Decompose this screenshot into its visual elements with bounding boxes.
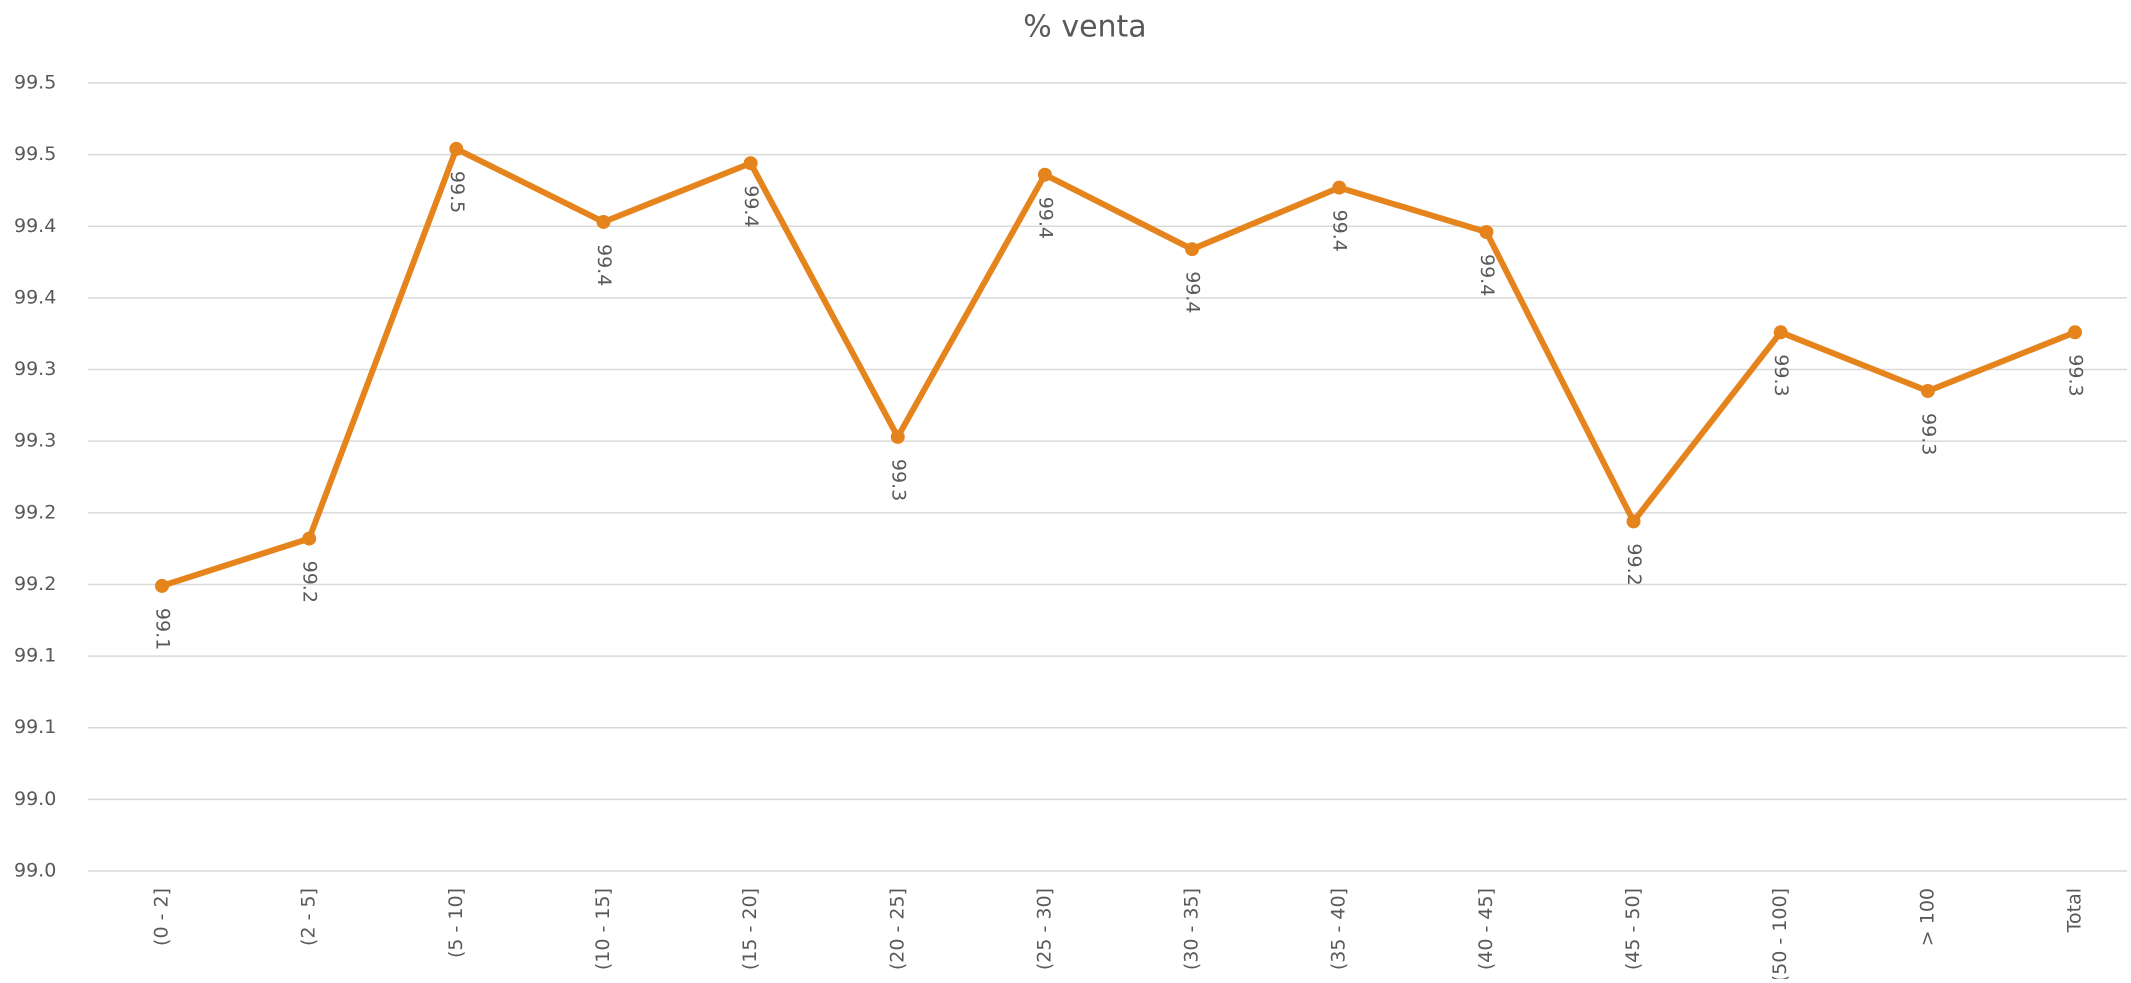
x-tick-label: (35 - 40] [1328,888,1350,970]
y-tick-label: 99.1 [14,716,56,738]
marker [155,578,169,593]
x-tick-label: Total [2064,888,2086,933]
data-label: 99.3 [1770,354,1792,396]
data-label: 99.4 [593,244,615,286]
x-tick-label: (15 - 20] [739,888,761,970]
data-label: 99.3 [887,459,909,501]
y-tick-label: 99.5 [14,72,56,94]
y-tick-label: 99.3 [14,358,56,380]
y-tick-label: 99.1 [14,645,56,667]
x-tick-label: (25 - 30] [1033,888,1055,970]
data-label: 99.3 [1917,413,1939,455]
data-label: 99.4 [1182,271,1204,313]
data-label: 99.5 [446,171,468,213]
x-tick-label: (5 - 10] [445,888,467,958]
y-tick-label: 99.3 [14,430,56,452]
data-label: 99.4 [1476,254,1498,296]
chart-title: % venta [1023,10,1146,45]
y-tick-label: 99.0 [14,860,56,882]
x-tick-label: (30 - 35] [1181,888,1203,970]
line [161,145,2077,589]
marker [890,429,905,444]
x-tick-label: (40 - 45] [1475,888,1497,970]
marker [1626,514,1641,529]
y-tick-label: 99.0 [14,788,56,810]
data-label: 99.2 [299,561,321,603]
x-tick-label: (0 - 2] [151,888,173,946]
marker [302,531,317,546]
marker [743,156,758,171]
marker [1185,242,1200,257]
data-label: 99.1 [152,608,174,650]
marker [1037,167,1052,182]
marker [1479,225,1494,240]
x-tick-label: > 100 [1916,888,1938,946]
marker [2068,325,2082,340]
x-tick-label: (45 - 50] [1622,888,1644,970]
marker [1920,384,1935,399]
marker [596,214,611,229]
data-label: 99.3 [2065,354,2087,396]
marker [1332,180,1347,195]
x-tick-label: (50 - 100] [1769,888,1791,979]
y-tick-label: 99.4 [14,215,56,237]
data-label: 99.4 [1034,197,1056,239]
marker [449,141,464,156]
marker [1773,325,1788,340]
data-label: 99.2 [1623,543,1645,585]
x-tick-label: (20 - 25] [886,888,908,970]
y-tick-label: 99.2 [14,573,56,595]
data-label: 99.4 [740,185,762,227]
y-tick-label: 99.2 [14,501,56,523]
data-label: 99.4 [1329,210,1351,252]
x-tick-label: (10 - 15] [592,888,614,970]
y-tick-label: 99.5 [14,143,56,165]
y-tick-label: 99.4 [14,286,56,308]
x-tick-label: (2 - 5] [298,888,320,946]
